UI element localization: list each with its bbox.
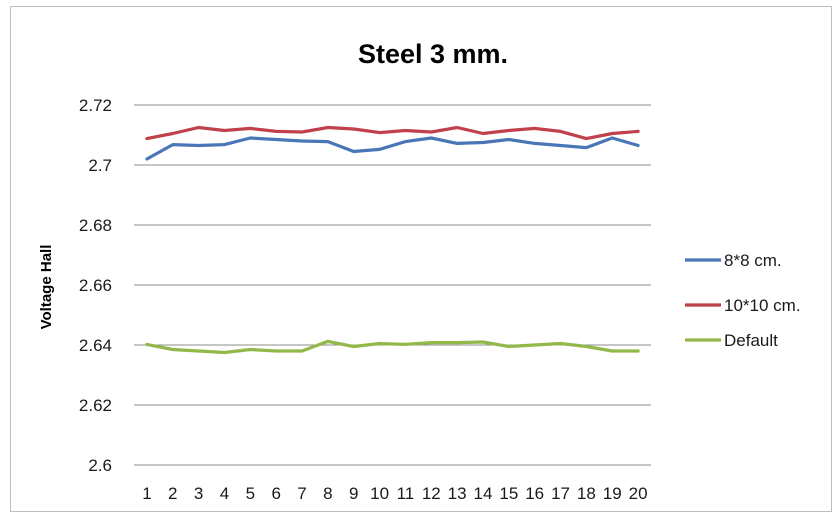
- x-tick-label: 14: [474, 484, 493, 503]
- y-axis-title: Voltage Hall: [38, 245, 55, 330]
- y-tick-label: 2.62: [79, 396, 112, 415]
- x-tick-label: 4: [220, 484, 229, 503]
- x-tick-label: 3: [194, 484, 203, 503]
- x-tick-label: 13: [448, 484, 467, 503]
- x-tick-label: 19: [603, 484, 622, 503]
- legend-label: Default: [724, 331, 778, 350]
- x-tick-label: 11: [397, 484, 415, 503]
- x-tick-label: 9: [349, 484, 358, 503]
- series-line: [145, 339, 640, 355]
- legend-label: 10*10 cm.: [724, 296, 801, 315]
- y-tick-label: 2.7: [88, 156, 112, 175]
- x-tick-label: 15: [499, 484, 518, 503]
- chart-frame: Steel 3 mm. 2.72 2.7 2.68 2.66 2.64 2.62 2.6 1…: [10, 6, 832, 512]
- line-chart: Steel 3 mm. 2.72 2.7 2.68 2.66 2.64 2.62 2.6 1…: [38, 39, 801, 503]
- x-tick-label: 8: [323, 484, 332, 503]
- x-tick-label: 20: [629, 484, 648, 503]
- legend-label: 8*8 cm.: [724, 251, 782, 270]
- series-line: [145, 125, 640, 141]
- y-tick-label: 2.66: [79, 276, 112, 295]
- x-tick-label: 2: [168, 484, 177, 503]
- x-tick-label: 17: [551, 484, 570, 503]
- x-tick-label: 7: [297, 484, 306, 503]
- y-tick-label: 2.72: [79, 96, 112, 115]
- x-tick-label: 16: [525, 484, 544, 503]
- chart-title: Steel 3 mm.: [358, 39, 508, 69]
- x-tick-label: 5: [246, 484, 255, 503]
- x-tick-label: 10: [370, 484, 389, 503]
- y-tick-label: 2.68: [79, 216, 112, 235]
- series-line: [145, 136, 640, 161]
- x-tick-label: 18: [577, 484, 596, 503]
- y-tick-label: 2.6: [88, 456, 112, 475]
- y-tick-label: 2.64: [79, 336, 112, 355]
- x-tick-label: 12: [422, 484, 441, 503]
- x-tick-label: 6: [271, 484, 280, 503]
- x-tick-label: 1: [142, 484, 151, 503]
